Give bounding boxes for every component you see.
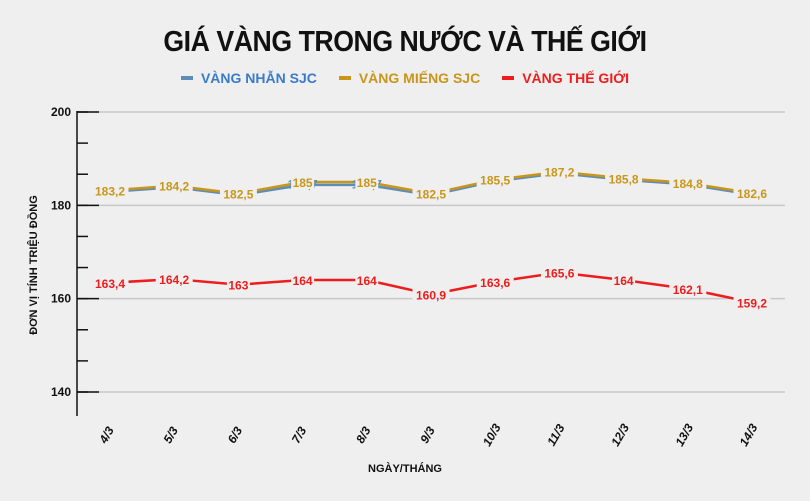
- data-label-bg: [669, 282, 707, 296]
- data-label: 163: [228, 279, 248, 293]
- x-tick-label: 9/3: [417, 424, 438, 446]
- legend-item-vang-mieng-sjc[interactable]: VÀNG MIẾNG SJC: [338, 70, 481, 86]
- data-label-bg: [412, 187, 450, 201]
- data-label: 184,8: [673, 177, 703, 191]
- data-label-bg: [612, 274, 636, 287]
- data-label: 165,6: [544, 267, 574, 281]
- data-label-bg: [605, 172, 643, 186]
- data-label-bg: [540, 165, 578, 179]
- data-label: 182,5: [223, 188, 253, 202]
- data-label: 183,2: [95, 184, 125, 198]
- y-tick-label: 180: [51, 198, 71, 212]
- data-label: 187,2: [544, 166, 574, 180]
- y-tick-label: 200: [51, 105, 71, 119]
- legend-label: VÀNG MIẾNG SJC: [358, 70, 481, 86]
- data-label-bg: [219, 187, 257, 201]
- data-label-bg: [91, 276, 129, 290]
- x-tick-label: 11/3: [544, 421, 568, 448]
- legend-swatch-icon: [502, 76, 515, 80]
- x-tick-label: 14/3: [737, 421, 761, 449]
- data-label: 163,6: [480, 276, 510, 290]
- data-label: 162,1: [673, 283, 703, 297]
- data-label: 185: [293, 176, 313, 190]
- data-label: 182,5: [416, 188, 446, 202]
- legend-swatch-icon: [338, 76, 351, 80]
- x-tick-label: 4/3: [96, 424, 117, 447]
- data-label: 182,6: [737, 187, 767, 201]
- legend-item-vang-nhan-sjc[interactable]: VÀNG NHẪN SJC: [180, 70, 317, 86]
- data-label-bg: [226, 278, 250, 292]
- chart-title: GIÁ VÀNG TRONG NƯỚC VÀ THẾ GIỚI: [163, 26, 647, 58]
- legend-label: VÀNG THẾ GIỚI: [522, 70, 630, 86]
- x-tick-label: 7/3: [289, 424, 310, 446]
- data-label-bg: [155, 179, 193, 193]
- data-label-bg: [412, 288, 450, 302]
- data-label: 164: [357, 274, 377, 288]
- x-tick-label: 12/3: [608, 421, 632, 449]
- legend-item-vang-the-gioi[interactable]: VÀNG THẾ GIỚI: [502, 70, 629, 86]
- y-tick-label: 140: [51, 385, 71, 399]
- data-label-bg: [669, 176, 707, 190]
- x-tick-label: 5/3: [161, 424, 182, 446]
- data-label: 164: [293, 274, 313, 288]
- data-label: 159,2: [737, 296, 767, 310]
- data-label-bg: [155, 273, 193, 287]
- data-label-bg: [355, 274, 379, 287]
- data-label-bg: [355, 176, 379, 189]
- data-label: 185,8: [609, 172, 639, 186]
- data-label-bg: [476, 275, 514, 289]
- data-label: 160,9: [416, 288, 446, 302]
- data-label: 164: [614, 274, 634, 288]
- x-tick-label: 13/3: [672, 421, 696, 449]
- x-tick-label: 10/3: [480, 421, 504, 449]
- chart-legend: VÀNG NHẪN SJC VÀNG MIẾNG SJC VÀNG THẾ GI…: [0, 70, 810, 86]
- data-label: 185: [357, 176, 377, 190]
- data-label-bg: [733, 296, 771, 310]
- legend-swatch-icon: [180, 76, 193, 80]
- data-label-bg: [540, 266, 578, 280]
- data-label-bg: [733, 187, 771, 201]
- data-label: 163,4: [95, 277, 125, 291]
- data-label: 164,2: [159, 273, 189, 287]
- x-axis-label: NGÀY/THÁNG: [368, 463, 442, 475]
- legend-label: VÀNG NHẪN SJC: [200, 70, 317, 86]
- y-tick-label: 160: [51, 292, 71, 306]
- data-label-bg: [91, 184, 129, 198]
- x-tick-label: 8/3: [353, 424, 374, 446]
- data-label: 185,5: [480, 174, 510, 188]
- data-label-bg: [476, 173, 514, 187]
- data-label-bg: [291, 176, 315, 189]
- data-label: 184,2: [159, 180, 189, 194]
- x-tick-label: 6/3: [225, 424, 246, 446]
- data-label-bg: [291, 274, 315, 287]
